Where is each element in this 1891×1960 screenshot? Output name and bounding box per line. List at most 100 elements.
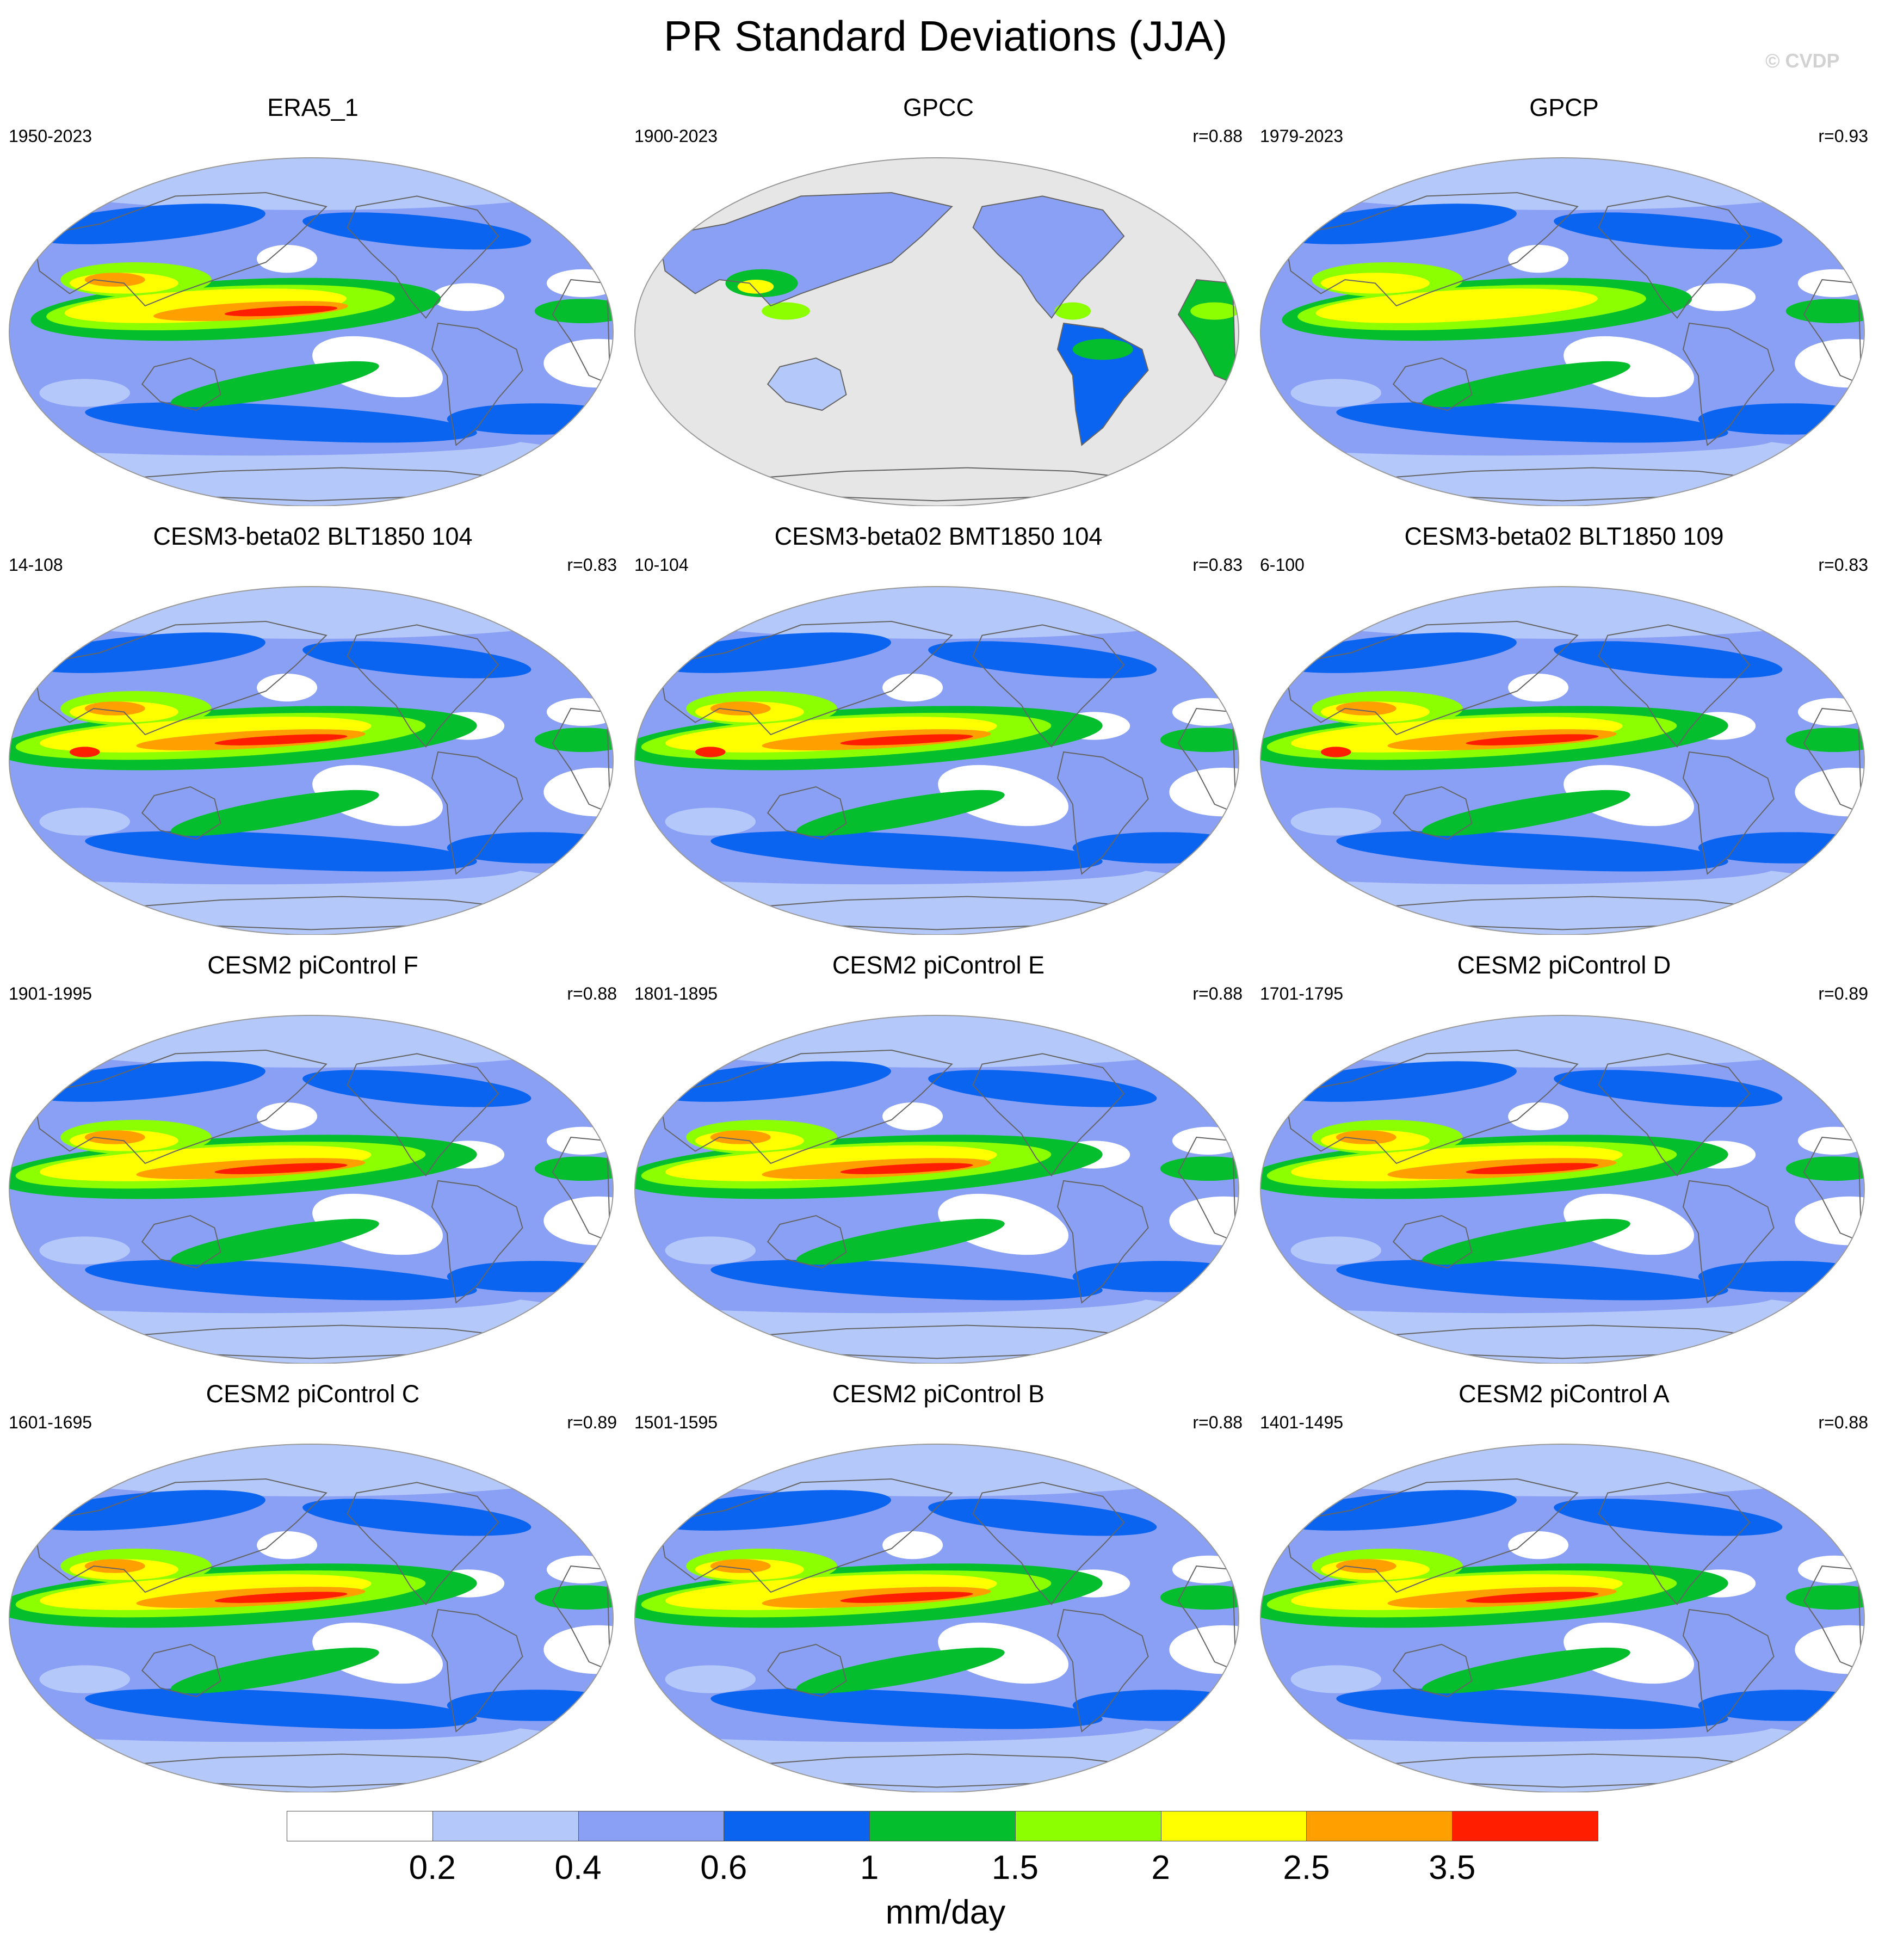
- map-border: [9, 586, 614, 935]
- precip-contour: [1554, 1070, 1783, 1107]
- coastline-north-america: [972, 1053, 1125, 1177]
- precip-contour: [635, 1015, 1239, 1068]
- precip-contour: [9, 158, 613, 210]
- panel-correlation: r=0.89: [1818, 984, 1868, 1003]
- map-border: [9, 1015, 614, 1364]
- precip-contour: [710, 1260, 1103, 1300]
- precip-contour: [9, 1015, 613, 1068]
- precip-contour: [1276, 632, 1517, 673]
- land-precip-contour: [737, 280, 774, 294]
- precip-contour: [1290, 1236, 1381, 1265]
- precip-contour: [534, 1156, 613, 1181]
- precip-contour: [1422, 361, 1630, 408]
- precip-contour: [1508, 245, 1569, 273]
- coastline-south-america: [1682, 751, 1775, 875]
- colorbar-tick-label: 2.5: [1283, 1849, 1330, 1887]
- precip-contour: [84, 701, 145, 716]
- precip-contour: [9, 1444, 613, 1496]
- colorbar-swatch: [1452, 1811, 1598, 1841]
- panel-years: 1701-1795: [1260, 984, 1344, 1003]
- precip-contour: [1422, 1218, 1630, 1265]
- coastline-australia: [1392, 1643, 1473, 1698]
- precip-contour: [1336, 1559, 1396, 1573]
- precip-contour: [710, 1559, 771, 1573]
- coastline-australia: [141, 1215, 221, 1269]
- coastline-australia: [1392, 786, 1473, 840]
- precip-contour: [534, 299, 613, 324]
- precip-contour: [543, 1625, 613, 1674]
- panel-title: CESM2 piControl F: [207, 951, 418, 979]
- precip-contour: [9, 587, 613, 639]
- precip-contour: [39, 379, 130, 407]
- precip-contour: [1508, 1531, 1569, 1560]
- coastline-asia: [33, 1049, 327, 1164]
- colorbar-tick-label: 0.2: [409, 1849, 456, 1887]
- map-projection: [634, 157, 1239, 506]
- coastline-asia: [658, 1478, 953, 1593]
- precip-contour: [665, 1236, 756, 1265]
- map-projection: [1260, 586, 1865, 935]
- precip-contour: [257, 674, 318, 702]
- precip-contour: [710, 1688, 1103, 1729]
- panel-years: 10-104: [634, 555, 689, 575]
- precip-field: [635, 587, 1239, 935]
- map-panel: CESM2 piControl C 1601-1695 r=0.89: [0, 1379, 626, 1803]
- precip-contour: [1336, 402, 1728, 443]
- precip-field: [9, 1444, 613, 1792]
- coastline-greenland: [1141, 1032, 1191, 1069]
- panel-correlation: r=0.88: [1818, 1413, 1868, 1432]
- precip-contour: [650, 1061, 891, 1102]
- precip-contour: [1466, 1592, 1599, 1603]
- panel-correlation: r=0.83: [1818, 555, 1868, 575]
- map-panel: CESM2 piControl A 1401-1495 r=0.88: [1251, 1379, 1877, 1803]
- precip-contour: [214, 734, 348, 745]
- coastline-asia: [658, 620, 953, 736]
- colorbar-tick-label: 3.5: [1429, 1849, 1476, 1887]
- coastline-south-america: [431, 1608, 523, 1733]
- precip-contour: [85, 1260, 477, 1300]
- precip-contour: [24, 1490, 265, 1531]
- coastline-asia: [33, 1478, 327, 1593]
- panel-correlation: r=0.88: [567, 984, 617, 1003]
- colorbar-swatch: [1015, 1811, 1161, 1841]
- map-projection: [1260, 1444, 1865, 1792]
- coastline-greenland: [1141, 174, 1191, 211]
- precip-contour: [543, 767, 613, 817]
- land-region: [973, 196, 1124, 318]
- map-border: [1260, 1444, 1865, 1792]
- map-panel: ERA5_1 1950-2023: [0, 93, 626, 517]
- map-projection: [9, 586, 614, 935]
- map-border: [9, 157, 614, 506]
- panel-title: CESM3-beta02 BMT1850 104: [774, 522, 1103, 550]
- precip-contour: [70, 747, 100, 757]
- map-panel: CESM3-beta02 BMT1850 104 10-104 r=0.83: [626, 521, 1251, 946]
- land-region: [710, 467, 1164, 501]
- precip-contour: [1554, 641, 1783, 679]
- map-border: [634, 586, 1239, 935]
- coastline-australia: [767, 1215, 847, 1269]
- map-panel: CESM3-beta02 BLT1850 104 14-108 r=0.83: [0, 521, 626, 946]
- coastline-asia: [1284, 620, 1579, 736]
- precip-contour: [1260, 1015, 1864, 1068]
- precip-contour: [635, 587, 1239, 639]
- coastline-south-america: [1682, 1180, 1775, 1304]
- precip-field: [635, 158, 1239, 506]
- coastline-north-america: [347, 195, 499, 319]
- coastline-north-america: [1598, 195, 1751, 319]
- precip-contour: [171, 1647, 379, 1694]
- coastline-north-america: [972, 624, 1125, 748]
- precip-contour: [928, 641, 1157, 679]
- precip-contour: [1260, 587, 1864, 639]
- land-field: [659, 175, 1239, 501]
- precip-contour: [1554, 212, 1783, 250]
- map-panel: CESM2 piControl D 1701-1795 r=0.89: [1251, 950, 1877, 1375]
- coastline-south-america: [1682, 322, 1775, 446]
- coastline-south-america: [1056, 322, 1149, 446]
- panel-title: CESM3-beta02 BLT1850 104: [153, 522, 473, 550]
- panel-title: GPCC: [903, 94, 974, 121]
- precip-contour: [1795, 338, 1864, 388]
- map-panel: GPCP 1979-2023 r=0.93: [1251, 93, 1877, 517]
- panel-title: CESM2 piControl C: [206, 1380, 420, 1408]
- coastline-asia: [33, 620, 327, 736]
